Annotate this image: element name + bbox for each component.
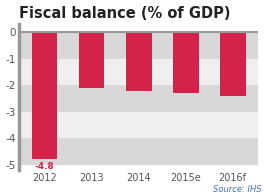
Bar: [19, 85, 258, 112]
Text: -2.4: -2.4: [223, 84, 242, 93]
Bar: [19, 112, 258, 138]
Text: -4.8: -4.8: [35, 162, 54, 171]
Bar: [126, 32, 152, 91]
Bar: [32, 32, 58, 159]
Bar: [173, 32, 199, 93]
Bar: [19, 59, 258, 85]
Text: Fiscal balance (% of GDP): Fiscal balance (% of GDP): [19, 5, 230, 21]
Text: -2.3: -2.3: [176, 81, 195, 90]
Text: Source: IHS: Source: IHS: [213, 185, 261, 194]
Bar: [19, 138, 258, 165]
Text: -2.2: -2.2: [129, 78, 148, 87]
Bar: [19, 32, 258, 59]
Bar: [220, 32, 246, 96]
Bar: [79, 32, 105, 88]
Text: -2.1: -2.1: [82, 76, 101, 85]
